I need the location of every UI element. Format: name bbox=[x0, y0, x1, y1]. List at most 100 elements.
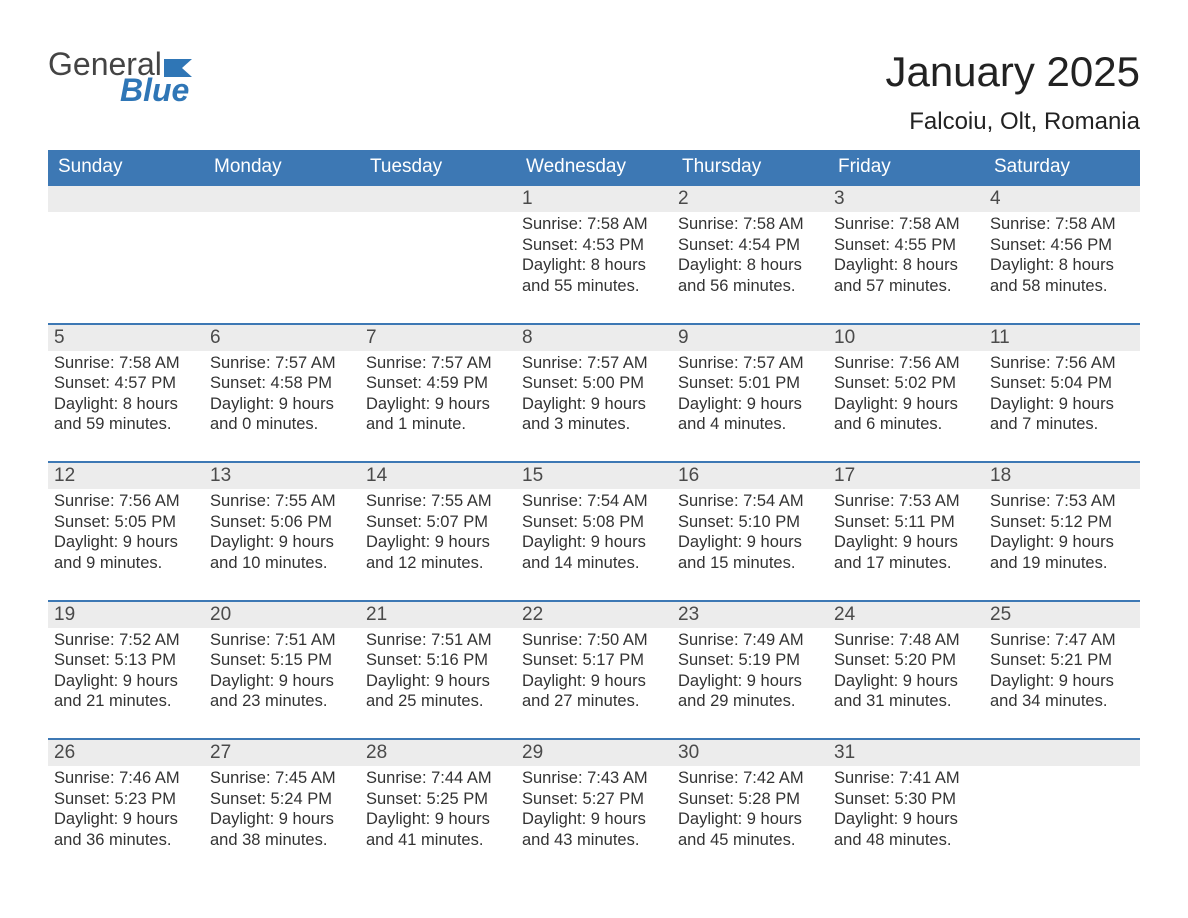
day-number: 15 bbox=[516, 463, 672, 489]
sunset-text: Sunset: 5:04 PM bbox=[990, 373, 1134, 394]
daylight2-text: and 7 minutes. bbox=[990, 414, 1134, 435]
col-header: Wednesday bbox=[516, 150, 672, 185]
sunrise-text: Sunrise: 7:58 AM bbox=[54, 353, 198, 374]
sunrise-text: Sunrise: 7:58 AM bbox=[522, 214, 666, 235]
daylight2-text: and 17 minutes. bbox=[834, 553, 978, 574]
day-info bbox=[984, 766, 1140, 866]
daylight2-text: and 41 minutes. bbox=[366, 830, 510, 851]
daylight1-text: Daylight: 9 hours bbox=[210, 532, 354, 553]
day-info: Sunrise: 7:58 AMSunset: 4:54 PMDaylight:… bbox=[672, 212, 828, 323]
daylight2-text: and 14 minutes. bbox=[522, 553, 666, 574]
sunset-text: Sunset: 4:58 PM bbox=[210, 373, 354, 394]
month-title: January 2025 bbox=[885, 48, 1140, 96]
daylight1-text: Daylight: 9 hours bbox=[366, 809, 510, 830]
day-number: 27 bbox=[204, 740, 360, 766]
daylight1-text: Daylight: 9 hours bbox=[834, 809, 978, 830]
daylight2-text: and 12 minutes. bbox=[366, 553, 510, 574]
sunrise-text: Sunrise: 7:54 AM bbox=[678, 491, 822, 512]
col-header: Sunday bbox=[48, 150, 204, 185]
day-info: Sunrise: 7:45 AMSunset: 5:24 PMDaylight:… bbox=[204, 766, 360, 877]
sunset-text: Sunset: 5:13 PM bbox=[54, 650, 198, 671]
day-info: Sunrise: 7:46 AMSunset: 5:23 PMDaylight:… bbox=[48, 766, 204, 877]
day-info: Sunrise: 7:55 AMSunset: 5:06 PMDaylight:… bbox=[204, 489, 360, 600]
day-info: Sunrise: 7:57 AMSunset: 5:00 PMDaylight:… bbox=[516, 351, 672, 462]
day-info: Sunrise: 7:54 AMSunset: 5:08 PMDaylight:… bbox=[516, 489, 672, 600]
sunset-text: Sunset: 5:24 PM bbox=[210, 789, 354, 810]
day-cell: 31Sunrise: 7:41 AMSunset: 5:30 PMDayligh… bbox=[828, 739, 984, 877]
day-number: 23 bbox=[672, 602, 828, 628]
daylight2-text: and 48 minutes. bbox=[834, 830, 978, 851]
daylight1-text: Daylight: 9 hours bbox=[678, 671, 822, 692]
day-cell: 4Sunrise: 7:58 AMSunset: 4:56 PMDaylight… bbox=[984, 185, 1140, 324]
day-number: 17 bbox=[828, 463, 984, 489]
day-info: Sunrise: 7:41 AMSunset: 5:30 PMDaylight:… bbox=[828, 766, 984, 877]
daylight1-text: Daylight: 9 hours bbox=[54, 671, 198, 692]
sunset-text: Sunset: 4:57 PM bbox=[54, 373, 198, 394]
day-number: 14 bbox=[360, 463, 516, 489]
sunrise-text: Sunrise: 7:50 AM bbox=[522, 630, 666, 651]
sunrise-text: Sunrise: 7:57 AM bbox=[522, 353, 666, 374]
day-number: 1 bbox=[516, 186, 672, 212]
daylight1-text: Daylight: 9 hours bbox=[210, 809, 354, 830]
daylight2-text: and 21 minutes. bbox=[54, 691, 198, 712]
day-cell: 14Sunrise: 7:55 AMSunset: 5:07 PMDayligh… bbox=[360, 462, 516, 601]
day-number: 24 bbox=[828, 602, 984, 628]
sunrise-text: Sunrise: 7:57 AM bbox=[678, 353, 822, 374]
daylight2-text: and 36 minutes. bbox=[54, 830, 198, 851]
sunrise-text: Sunrise: 7:44 AM bbox=[366, 768, 510, 789]
daylight2-text: and 27 minutes. bbox=[522, 691, 666, 712]
header-row: General Blue January 2025 Falcoiu, Olt, … bbox=[48, 48, 1140, 144]
sunrise-text: Sunrise: 7:47 AM bbox=[990, 630, 1134, 651]
day-cell: 20Sunrise: 7:51 AMSunset: 5:15 PMDayligh… bbox=[204, 601, 360, 740]
day-info: Sunrise: 7:49 AMSunset: 5:19 PMDaylight:… bbox=[672, 628, 828, 739]
daylight2-text: and 34 minutes. bbox=[990, 691, 1134, 712]
day-cell: 9Sunrise: 7:57 AMSunset: 5:01 PMDaylight… bbox=[672, 324, 828, 463]
sunset-text: Sunset: 5:05 PM bbox=[54, 512, 198, 533]
day-info: Sunrise: 7:43 AMSunset: 5:27 PMDaylight:… bbox=[516, 766, 672, 877]
daylight1-text: Daylight: 8 hours bbox=[522, 255, 666, 276]
sunrise-text: Sunrise: 7:56 AM bbox=[54, 491, 198, 512]
calendar-page: General Blue January 2025 Falcoiu, Olt, … bbox=[0, 0, 1188, 917]
day-cell: 19Sunrise: 7:52 AMSunset: 5:13 PMDayligh… bbox=[48, 601, 204, 740]
day-cell: 2Sunrise: 7:58 AMSunset: 4:54 PMDaylight… bbox=[672, 185, 828, 324]
daylight2-text: and 58 minutes. bbox=[990, 276, 1134, 297]
day-number: 26 bbox=[48, 740, 204, 766]
day-info: Sunrise: 7:53 AMSunset: 5:11 PMDaylight:… bbox=[828, 489, 984, 600]
sunrise-text: Sunrise: 7:55 AM bbox=[210, 491, 354, 512]
sunset-text: Sunset: 5:28 PM bbox=[678, 789, 822, 810]
day-info: Sunrise: 7:55 AMSunset: 5:07 PMDaylight:… bbox=[360, 489, 516, 600]
daylight1-text: Daylight: 9 hours bbox=[990, 671, 1134, 692]
day-info: Sunrise: 7:56 AMSunset: 5:05 PMDaylight:… bbox=[48, 489, 204, 600]
day-info: Sunrise: 7:51 AMSunset: 5:15 PMDaylight:… bbox=[204, 628, 360, 739]
daylight2-text: and 9 minutes. bbox=[54, 553, 198, 574]
daylight2-text: and 59 minutes. bbox=[54, 414, 198, 435]
sunrise-text: Sunrise: 7:43 AM bbox=[522, 768, 666, 789]
sunset-text: Sunset: 5:12 PM bbox=[990, 512, 1134, 533]
day-cell: 12Sunrise: 7:56 AMSunset: 5:05 PMDayligh… bbox=[48, 462, 204, 601]
daylight1-text: Daylight: 8 hours bbox=[834, 255, 978, 276]
day-info: Sunrise: 7:44 AMSunset: 5:25 PMDaylight:… bbox=[360, 766, 516, 877]
day-number: 18 bbox=[984, 463, 1140, 489]
sunset-text: Sunset: 5:10 PM bbox=[678, 512, 822, 533]
day-info: Sunrise: 7:58 AMSunset: 4:55 PMDaylight:… bbox=[828, 212, 984, 323]
sunrise-text: Sunrise: 7:57 AM bbox=[210, 353, 354, 374]
col-header: Thursday bbox=[672, 150, 828, 185]
day-cell: 30Sunrise: 7:42 AMSunset: 5:28 PMDayligh… bbox=[672, 739, 828, 877]
day-info: Sunrise: 7:58 AMSunset: 4:57 PMDaylight:… bbox=[48, 351, 204, 462]
daylight1-text: Daylight: 9 hours bbox=[990, 394, 1134, 415]
day-info bbox=[360, 212, 516, 312]
daylight2-text: and 10 minutes. bbox=[210, 553, 354, 574]
day-number: 31 bbox=[828, 740, 984, 766]
daylight1-text: Daylight: 9 hours bbox=[522, 809, 666, 830]
day-info bbox=[204, 212, 360, 312]
day-cell: 1Sunrise: 7:58 AMSunset: 4:53 PMDaylight… bbox=[516, 185, 672, 324]
daylight1-text: Daylight: 8 hours bbox=[54, 394, 198, 415]
day-number: 2 bbox=[672, 186, 828, 212]
day-info: Sunrise: 7:48 AMSunset: 5:20 PMDaylight:… bbox=[828, 628, 984, 739]
day-info: Sunrise: 7:54 AMSunset: 5:10 PMDaylight:… bbox=[672, 489, 828, 600]
sunrise-text: Sunrise: 7:56 AM bbox=[990, 353, 1134, 374]
day-cell: 13Sunrise: 7:55 AMSunset: 5:06 PMDayligh… bbox=[204, 462, 360, 601]
sunrise-text: Sunrise: 7:41 AM bbox=[834, 768, 978, 789]
day-cell: 26Sunrise: 7:46 AMSunset: 5:23 PMDayligh… bbox=[48, 739, 204, 877]
day-number: 30 bbox=[672, 740, 828, 766]
